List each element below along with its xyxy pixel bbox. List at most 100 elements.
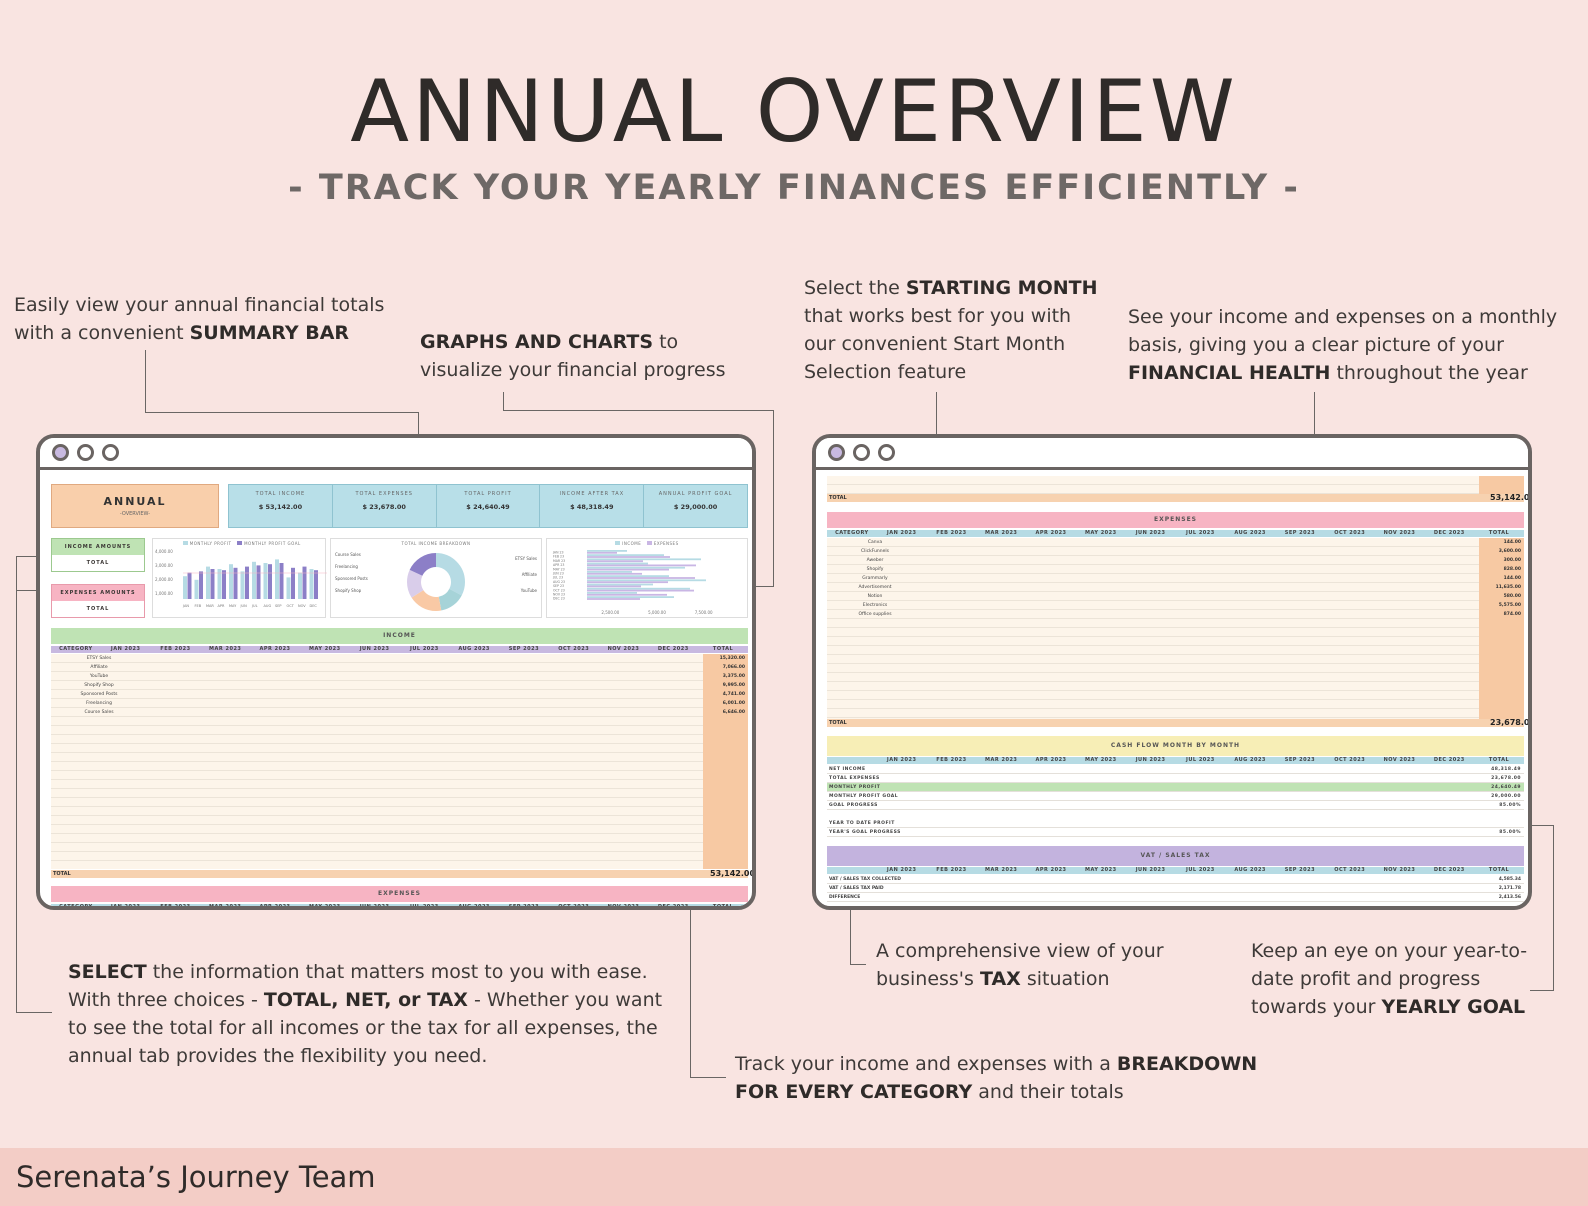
row-label: NET INCOME xyxy=(829,767,866,772)
income-rows xyxy=(51,654,703,869)
summary-cell: INCOME AFTER TAX $ 48,318.49 xyxy=(539,485,643,527)
column-header: JAN 2023 xyxy=(886,757,917,763)
goal-bar xyxy=(187,572,192,599)
spreadsheet-monthly: TOTAL 53,142.00 EXPENSES CATEGORY JAN 202… xyxy=(822,474,1528,906)
column-header: SEP 2023 xyxy=(1284,530,1316,536)
window-maximize-dot-icon[interactable] xyxy=(102,444,119,461)
column-header: TOTAL xyxy=(1488,757,1510,763)
window-maximize-dot-icon[interactable] xyxy=(878,444,895,461)
table-cell: Electronics xyxy=(862,603,888,608)
column-header: MAY 2023 xyxy=(1084,867,1117,873)
profit-bar xyxy=(252,561,256,599)
summary-cell-label: TOTAL EXPENSES xyxy=(355,491,413,497)
column-header: JUN 2023 xyxy=(1135,867,1166,873)
table-cell: ClickFunnels xyxy=(861,549,889,554)
note-breakdown: Track your income and expenses with a BR… xyxy=(735,1050,1265,1106)
expenses-section-header: EXPENSES xyxy=(51,886,748,902)
profit-bar xyxy=(217,569,222,599)
column-header: NOV 2023 xyxy=(1383,757,1416,763)
expenses-amounts-value[interactable]: TOTAL xyxy=(86,606,110,612)
profit-bar xyxy=(286,577,291,599)
right-window: TOTAL 53,142.00 EXPENSES CATEGORY JAN 202… xyxy=(812,434,1532,910)
donut-label: Shopify Shop xyxy=(335,588,362,593)
column-header: APR 2023 xyxy=(1035,757,1067,763)
table-cell: 9,995.00 xyxy=(722,683,745,688)
page-title: ANNUAL OVERVIEW xyxy=(350,62,1238,162)
expense-hbar xyxy=(587,593,667,596)
table-cell: Affiliate xyxy=(90,665,108,670)
column-header: OCT 2023 xyxy=(1334,757,1366,763)
expenses-amounts-label: EXPENSES AMOUNTS xyxy=(52,585,144,601)
note-text: situation xyxy=(1020,968,1110,990)
goal-bar xyxy=(256,565,261,599)
y-tick-label: 4,000.00 xyxy=(155,549,173,554)
profit-bar xyxy=(309,569,314,599)
table-cell: YouTube xyxy=(89,674,109,679)
window-minimize-dot-icon[interactable] xyxy=(77,444,94,461)
column-header: FEB 2023 xyxy=(160,904,191,910)
x-tick-label: FEB xyxy=(195,604,202,608)
note-bold: TAX xyxy=(979,968,1021,990)
hbar-axis: 2,500.00 5,000.00 7,500.00 xyxy=(587,610,727,615)
x-tick-label: JUN xyxy=(240,604,248,608)
donut-labels: Course Sales Freelancing Sponsored Posts… xyxy=(335,549,368,597)
column-header: DEC 2023 xyxy=(657,904,689,910)
footer-brand: Serenata’s Journey Team xyxy=(16,1160,376,1194)
legend-expenses: EXPENSES xyxy=(653,541,679,546)
note-bold: FINANCIAL HEALTH xyxy=(1128,362,1331,384)
footer-bar: Serenata’s Journey Team xyxy=(0,1148,1588,1206)
summary-cell-value: $ 29,000.00 xyxy=(673,503,718,511)
note-text: - Whether you want to see the total for … xyxy=(68,989,663,1067)
note-text: A comprehensive view of your business's xyxy=(876,940,1164,990)
income-tail-total-row: TOTAL xyxy=(827,494,1524,502)
income-hbar xyxy=(587,562,648,565)
income-tail-rows xyxy=(827,476,1479,494)
column-header: FEB 2023 xyxy=(936,757,967,763)
row-label: GOAL PROGRESS xyxy=(829,803,878,808)
column-header: FEB 2023 xyxy=(160,646,191,652)
goal-bar xyxy=(233,567,238,599)
annual-badge-sub: -OVERVIEW- xyxy=(119,511,151,517)
summary-cell: TOTAL EXPENSES $ 23,678.00 xyxy=(331,485,436,527)
monthly-profit-chart: MONTHLY PROFIT MONTHLY PROFIT GOAL 4,000… xyxy=(152,538,327,618)
expenses-total-row: TOTAL xyxy=(827,719,1524,727)
vat-column-headers: JAN 2023 FEB 2023 MAR 2023 APR 2023 MAY 2023… xyxy=(827,867,1524,874)
table-row: YEAR TO DATE PROFIT xyxy=(827,819,1524,828)
vat-rows: VAT / SALES TAX COLLECTED 4,585.34 VAT / S… xyxy=(827,875,1524,902)
window-close-dot-icon[interactable] xyxy=(828,444,845,461)
profit-bar xyxy=(275,559,279,599)
income-amounts-value[interactable]: TOTAL xyxy=(86,560,110,566)
total-label: TOTAL xyxy=(829,720,847,726)
x-tick-label: JUL xyxy=(251,604,258,608)
column-header: TOTAL xyxy=(1488,530,1510,536)
income-category-list: ETSY Sales Affiliate YouTube Shopify Shop Sp… xyxy=(51,654,147,717)
chart-legend: MONTHLY PROFIT MONTHLY PROFIT GOAL xyxy=(153,539,325,546)
column-header: JUL 2023 xyxy=(1185,757,1215,763)
summary-cell: TOTAL PROFIT $ 24,640.49 xyxy=(435,485,540,527)
column-header: NOV 2023 xyxy=(607,904,640,910)
expense-hbar xyxy=(587,589,694,592)
donut-label: Course Sales xyxy=(335,552,361,557)
column-header: JUN 2023 xyxy=(359,904,390,910)
income-amounts-selector[interactable]: INCOME AMOUNTS TOTAL xyxy=(51,538,145,572)
column-header: DEC 2023 xyxy=(1433,530,1465,536)
connector-line xyxy=(503,410,774,411)
column-header: OCT 2023 xyxy=(558,904,590,910)
window-minimize-dot-icon[interactable] xyxy=(853,444,870,461)
window-close-dot-icon[interactable] xyxy=(52,444,69,461)
summary-cell-label: TOTAL PROFIT xyxy=(464,491,512,497)
column-header: MAY 2023 xyxy=(1084,530,1117,536)
summary-cell: ANNUAL PROFIT GOAL $ 29,000.00 xyxy=(643,485,747,527)
y-tick-label: 2,000.00 xyxy=(155,577,173,582)
note-text: See your income and expenses on a monthl… xyxy=(1128,306,1558,356)
column-header: TOTAL xyxy=(1488,867,1510,873)
column-header: APR 2023 xyxy=(259,646,291,652)
summary-cell-value: $ 23,678.00 xyxy=(362,503,406,511)
y-tick-label: NOV 23 xyxy=(553,593,565,597)
row-label: VAT / SALES TAX PAID xyxy=(829,886,884,891)
ytd-rows: YEAR TO DATE PROFIT YEAR'S GOAL PROGRESS 8… xyxy=(827,819,1524,837)
income-total-list: 15,320.00 7,066.00 3,375.00 9,995.00 4,741.0… xyxy=(703,654,748,717)
expenses-rows xyxy=(827,538,1479,719)
column-header: MAR 2023 xyxy=(985,530,1018,536)
expenses-amounts-selector[interactable]: EXPENSES AMOUNTS TOTAL xyxy=(51,584,145,618)
